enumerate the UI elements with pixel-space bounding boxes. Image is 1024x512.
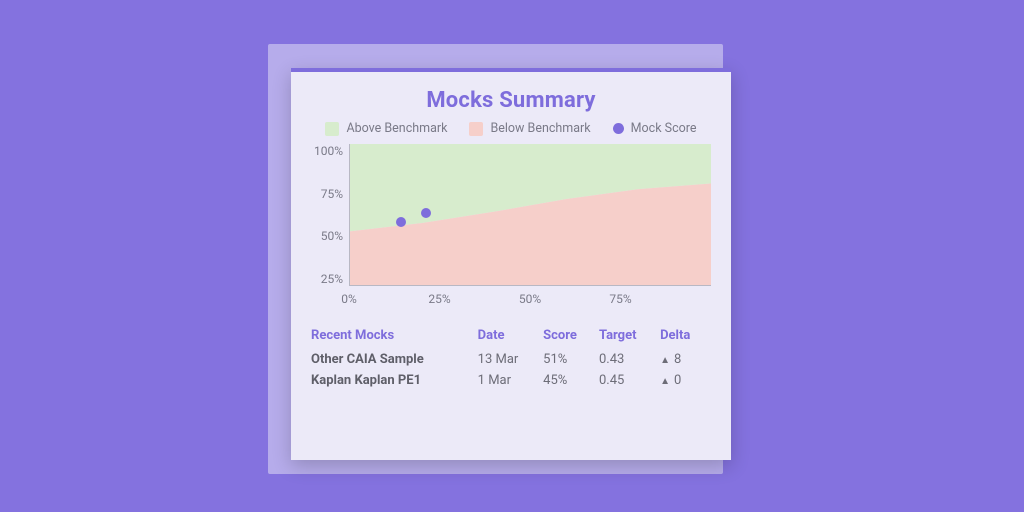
mock-date: 1 Mar <box>478 370 543 391</box>
circle-icon <box>613 123 624 134</box>
x-tick-label: 75% <box>609 292 631 306</box>
legend-item-score: Mock Score <box>613 121 697 136</box>
table-column-header: Date <box>478 324 543 349</box>
chart: 100% 75% 50% 25% <box>311 144 711 286</box>
chart-legend: Above Benchmark Below Benchmark Mock Sco… <box>311 121 711 136</box>
mock-name: Other CAIA Sample <box>311 349 478 370</box>
table-column-header: Delta <box>660 324 711 349</box>
x-tick-label: 50% <box>519 292 541 306</box>
table-column-header: Recent Mocks <box>311 324 478 349</box>
y-tick-label: 100% <box>314 144 343 158</box>
table-row: Kaplan Kaplan PE11 Mar45%0.450 <box>311 370 711 391</box>
mock-score: 45% <box>543 370 599 391</box>
mock-delta: 0 <box>660 370 711 391</box>
legend-item-below: Below Benchmark <box>469 121 590 136</box>
triangle-up-icon: 8 <box>660 352 681 367</box>
mock-target: 0.43 <box>599 349 660 370</box>
x-tick-label: 0% <box>341 292 357 306</box>
mock-name: Kaplan Kaplan PE1 <box>311 370 478 391</box>
table-column-header: Target <box>599 324 660 349</box>
legend-label: Below Benchmark <box>490 121 590 136</box>
legend-label: Above Benchmark <box>346 121 447 136</box>
table-row: Other CAIA Sample13 Mar51%0.438 <box>311 349 711 370</box>
x-axis: 0% 25% 50% 75% <box>311 292 711 308</box>
mock-score-point <box>421 208 431 218</box>
recent-mocks-table: Recent MocksDateScoreTargetDelta Other C… <box>311 324 711 391</box>
card-title: Mocks Summary <box>311 88 711 113</box>
table-column-header: Score <box>543 324 599 349</box>
legend-item-above: Above Benchmark <box>325 121 447 136</box>
y-tick-label: 75% <box>321 187 343 201</box>
square-icon <box>325 122 339 136</box>
mock-delta: 8 <box>660 349 711 370</box>
mock-score-point <box>396 217 406 227</box>
table-body: Other CAIA Sample13 Mar51%0.438Kaplan Ka… <box>311 349 711 391</box>
mock-target: 0.45 <box>599 370 660 391</box>
x-tick-label: 25% <box>428 292 450 306</box>
y-tick-label: 25% <box>321 272 343 286</box>
triangle-up-icon: 0 <box>660 373 681 388</box>
chart-svg <box>350 144 711 285</box>
legend-label: Mock Score <box>631 121 697 136</box>
plot-area <box>349 144 711 286</box>
y-tick-label: 50% <box>321 229 343 243</box>
stage: Mocks Summary Above Benchmark Below Benc… <box>0 0 1024 512</box>
mock-date: 13 Mar <box>478 349 543 370</box>
square-icon <box>469 122 483 136</box>
table-header-row: Recent MocksDateScoreTargetDelta <box>311 324 711 349</box>
mock-score: 51% <box>543 349 599 370</box>
mocks-summary-card: Mocks Summary Above Benchmark Below Benc… <box>291 68 731 460</box>
y-axis: 100% 75% 50% 25% <box>311 144 349 286</box>
